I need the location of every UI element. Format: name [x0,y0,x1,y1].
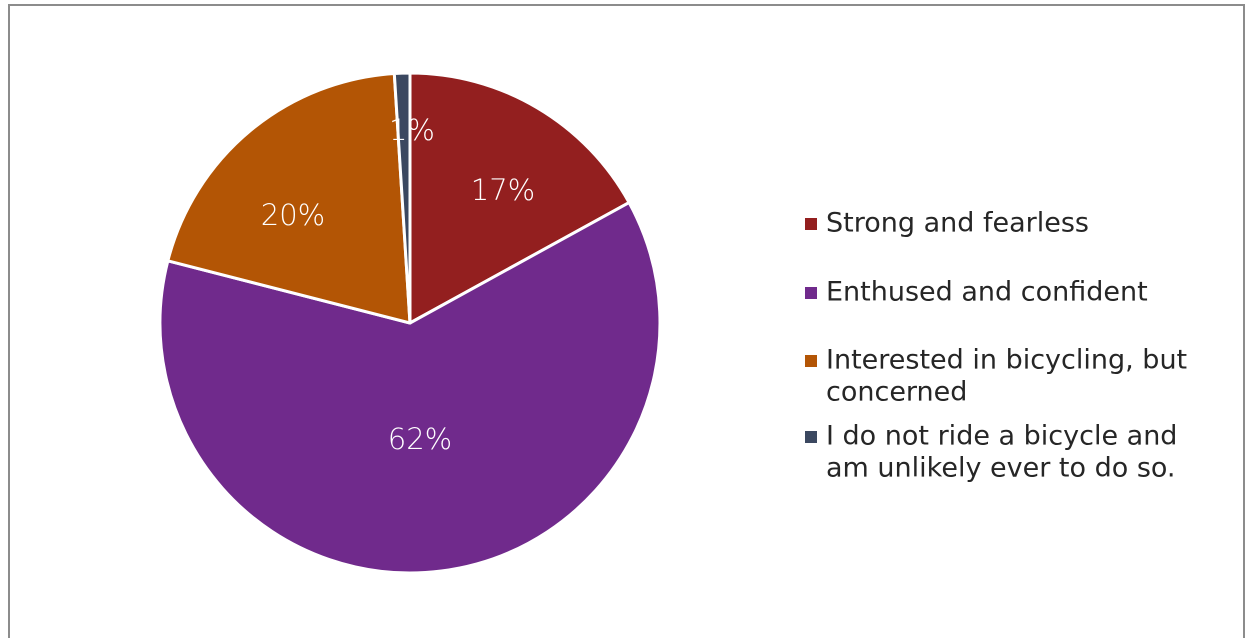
pie-labels: 17% 62% 20% 1% [261,113,535,456]
legend-item: Strong and fearless [805,208,1089,239]
legend-label: Enthused and confident [826,277,1148,308]
legend-swatch [805,431,817,443]
pie-data-label: 20% [261,198,325,232]
legend-label: Strong and fearless [826,208,1089,239]
legend-item: Enthused and confident [805,277,1148,308]
legend-swatch [805,287,817,299]
pie-slice-4 [392,71,412,325]
legend-label: am unlikely ever to do so. [826,453,1176,484]
pie-slice-2 [158,201,662,575]
pie-data-label: 17% [471,173,535,207]
pie-slice-1 [408,71,631,325]
legend: Strong and fearless Enthused and confiden… [805,208,1187,484]
pie-slices [158,71,662,575]
pie-slice-3 [166,71,412,325]
legend-label: Interested in bicycling, but [826,345,1187,376]
legend-label: concerned [826,377,967,408]
legend-swatch [805,218,817,230]
legend-label: I do not ride a bicycle and [826,421,1177,452]
pie-data-label: 1% [389,113,435,147]
pie-data-label: 62% [388,422,452,456]
legend-swatch [805,355,817,367]
